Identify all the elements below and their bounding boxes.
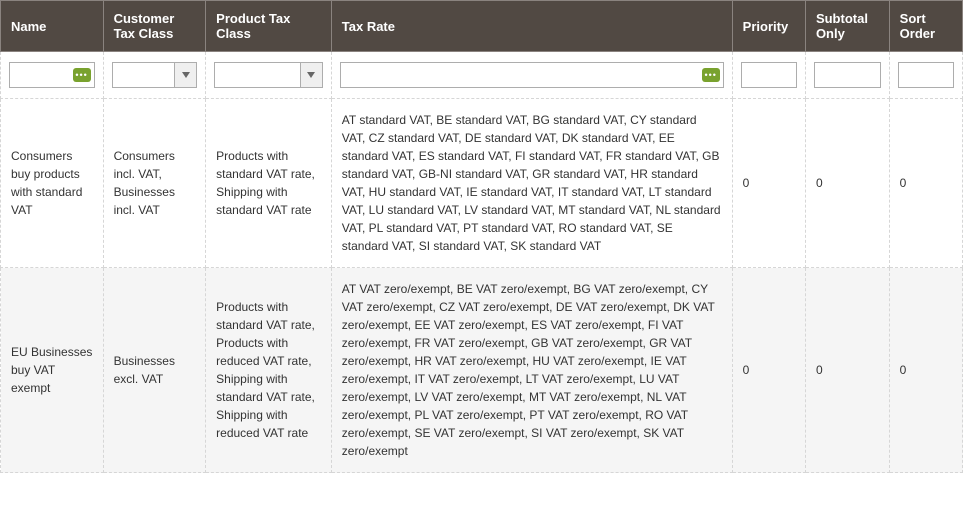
chevron-down-icon bbox=[174, 63, 196, 87]
filter-tax-rate-wrap: ••• bbox=[340, 62, 724, 88]
filter-badge-icon[interactable]: ••• bbox=[73, 68, 91, 82]
col-header-name[interactable]: Name bbox=[1, 1, 104, 52]
filter-sort-order-input[interactable] bbox=[898, 62, 954, 88]
header-row: Name Customer Tax Class Product Tax Clas… bbox=[1, 1, 963, 52]
col-header-tax-rate[interactable]: Tax Rate bbox=[331, 1, 732, 52]
cell-sort-order: 0 bbox=[900, 174, 952, 192]
cell-customer-tax-class: Businesses excl. VAT bbox=[114, 352, 196, 388]
table-row[interactable]: Consumers buy products with standard VAT… bbox=[1, 99, 963, 268]
col-header-customer-tax-class[interactable]: Customer Tax Class bbox=[103, 1, 206, 52]
cell-priority: 0 bbox=[743, 174, 795, 192]
cell-sort-order: 0 bbox=[900, 361, 952, 379]
filter-sort-order-wrap bbox=[898, 62, 954, 88]
filter-customer-tax-class[interactable] bbox=[112, 62, 198, 88]
chevron-down-icon bbox=[300, 63, 322, 87]
cell-product-tax-class: Products with standard VAT rate, Shippin… bbox=[216, 147, 321, 219]
cell-name: EU Businesses buy VAT exempt bbox=[11, 343, 93, 397]
tax-rules-grid: Name Customer Tax Class Product Tax Clas… bbox=[0, 0, 963, 473]
table-row[interactable]: EU Businesses buy VAT exempt Businesses … bbox=[1, 268, 963, 473]
cell-subtotal-only: 0 bbox=[816, 361, 879, 379]
cell-priority: 0 bbox=[743, 361, 795, 379]
cell-tax-rate: AT VAT zero/exempt, BE VAT zero/exempt, … bbox=[342, 280, 722, 460]
filter-priority-input[interactable] bbox=[741, 62, 797, 88]
filter-subtotal-only-input[interactable] bbox=[814, 62, 881, 88]
filter-badge-icon[interactable]: ••• bbox=[702, 68, 720, 82]
filter-name-wrap: ••• bbox=[9, 62, 95, 88]
filter-product-tax-class[interactable] bbox=[214, 62, 323, 88]
cell-product-tax-class: Products with standard VAT rate, Product… bbox=[216, 298, 321, 442]
filter-row: ••• bbox=[1, 52, 963, 99]
filter-subtotal-only-wrap bbox=[814, 62, 881, 88]
col-header-sort-order[interactable]: Sort Order bbox=[889, 1, 962, 52]
cell-name: Consumers buy products with standard VAT bbox=[11, 147, 93, 219]
grid-table: Name Customer Tax Class Product Tax Clas… bbox=[0, 0, 963, 473]
col-header-subtotal-only[interactable]: Subtotal Only bbox=[805, 1, 889, 52]
filter-priority-wrap bbox=[741, 62, 797, 88]
col-header-priority[interactable]: Priority bbox=[732, 1, 805, 52]
filter-tax-rate-input[interactable] bbox=[340, 62, 724, 88]
cell-customer-tax-class: Consumers incl. VAT, Businesses incl. VA… bbox=[114, 147, 196, 219]
cell-subtotal-only: 0 bbox=[816, 174, 879, 192]
cell-tax-rate: AT standard VAT, BE standard VAT, BG sta… bbox=[342, 111, 722, 255]
col-header-product-tax-class[interactable]: Product Tax Class bbox=[206, 1, 332, 52]
